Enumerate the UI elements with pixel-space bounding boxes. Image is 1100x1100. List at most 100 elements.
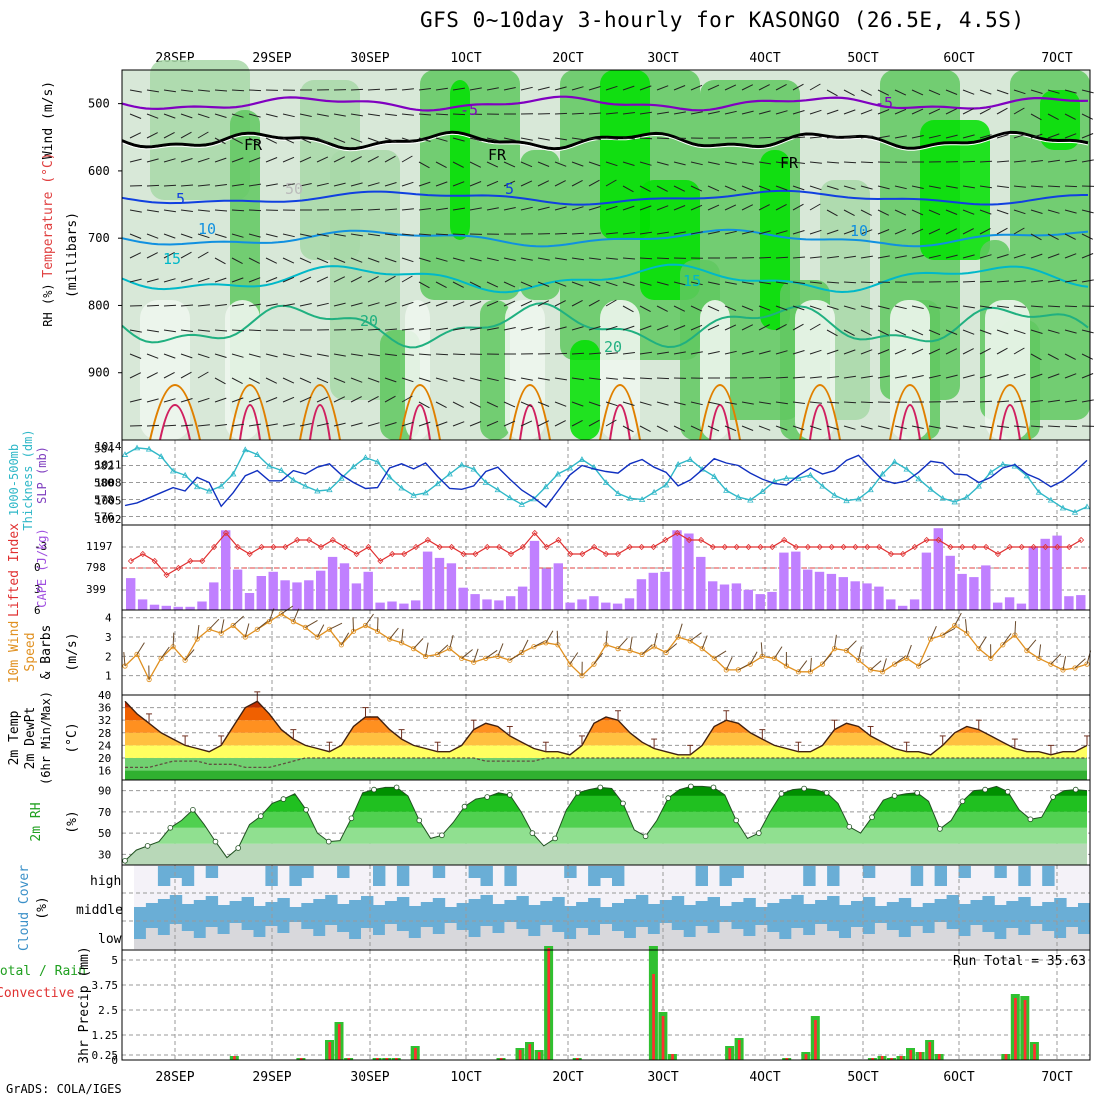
rh-point	[303, 806, 309, 813]
wind-barb	[401, 421, 414, 427]
wind-barb	[418, 353, 432, 356]
li-point	[306, 536, 313, 544]
wind-barb	[843, 185, 856, 190]
wind-barb	[673, 401, 686, 406]
rh-dry-column	[985, 300, 1030, 440]
wind-barb	[605, 401, 618, 407]
wind-barb	[265, 303, 278, 307]
wind-barb	[809, 305, 822, 311]
wind-barb	[622, 257, 636, 260]
wind-barb	[1047, 185, 1061, 188]
cape-bar	[826, 573, 837, 610]
wind-barb	[503, 87, 516, 91]
wind-barb	[622, 281, 635, 286]
cloud-middle-bar	[361, 896, 374, 921]
wind-barb	[996, 305, 1009, 308]
wind-barb	[605, 232, 618, 235]
wind-barb	[452, 281, 464, 288]
temp-band	[125, 732, 1087, 746]
wind-barb	[741, 324, 754, 331]
wind-barb	[554, 377, 567, 381]
wind-barb	[571, 419, 583, 427]
precip-conv-bar	[499, 1058, 503, 1060]
wind-barb	[418, 113, 432, 116]
cloud-low-bar	[253, 937, 266, 949]
date-label: 7OCT	[1041, 51, 1072, 66]
li-point	[507, 550, 515, 558]
cape-bar	[696, 556, 706, 610]
cloud-middle-bar	[313, 899, 326, 921]
cloud-high-bar	[480, 866, 493, 886]
cloud-low-bar	[145, 928, 159, 949]
wind-barb	[282, 276, 295, 283]
wind-barb	[741, 230, 754, 235]
wind-barb	[129, 353, 142, 359]
cloud-middle-bar	[815, 900, 828, 921]
wind-barb	[520, 401, 533, 408]
pressure-tick-label: 500	[88, 97, 110, 111]
wind-barb	[673, 205, 686, 211]
li-point	[412, 543, 420, 551]
precip-conv-bar	[671, 1054, 674, 1060]
precip-conv-bar	[518, 1050, 522, 1060]
rh-point	[823, 789, 830, 796]
wind-barb	[503, 300, 516, 307]
wind-barb	[163, 371, 175, 379]
li-point	[401, 550, 408, 558]
wind-barb	[350, 396, 362, 403]
cloud-low-bar	[1030, 924, 1043, 949]
wind-barb	[918, 657, 931, 667]
wind-speed-point	[567, 661, 573, 667]
wind-barb	[605, 85, 618, 91]
wind-barb	[1064, 133, 1077, 139]
cape-bar	[197, 601, 207, 610]
rh-point	[122, 857, 128, 864]
li-tick: 3	[34, 583, 41, 596]
axis-title-precip-total: Total / Rain	[0, 964, 86, 979]
wind-barb	[775, 136, 789, 139]
wind-barb	[622, 112, 635, 115]
wind-barb	[809, 425, 822, 431]
cloud-low-fill	[217, 921, 230, 934]
li-point	[899, 550, 906, 558]
slp-point	[711, 473, 718, 479]
wind-barb	[1030, 373, 1043, 379]
wind-speed-point	[278, 611, 284, 617]
cape-bar	[684, 533, 694, 610]
wind-barb	[979, 107, 991, 115]
wind-barb	[605, 112, 618, 115]
cloud-low-fill	[1078, 921, 1091, 934]
wind-barb	[486, 137, 499, 142]
li-point	[555, 536, 562, 544]
wind-barb	[449, 634, 454, 649]
contour-label: FR	[244, 136, 263, 154]
wind-barb	[690, 324, 703, 331]
wind-barb	[367, 233, 380, 237]
contour-label: 5	[176, 190, 185, 208]
wind-barb	[826, 281, 840, 284]
wind-barb	[860, 255, 873, 259]
cloud-low-bar	[612, 931, 625, 949]
wind-barb	[265, 113, 278, 118]
wind-barb	[1013, 253, 1026, 259]
wind-barb	[962, 280, 976, 283]
axis-title-slp: SLP (mb)	[35, 446, 49, 504]
wind-barb	[826, 256, 839, 259]
rh-point	[371, 786, 377, 793]
wind-barb	[673, 161, 686, 166]
wind-barb	[365, 613, 374, 626]
wind-barb	[299, 377, 312, 384]
li-point	[187, 557, 194, 565]
wind-barb	[773, 646, 783, 659]
wind-barb	[758, 350, 771, 355]
cloud-low-fill	[683, 921, 697, 937]
wind-barb	[367, 113, 380, 117]
cloud-low-bar	[874, 923, 888, 949]
contour-30	[239, 404, 261, 441]
cloud-middle-bar	[1066, 907, 1079, 921]
wind-barb	[333, 156, 346, 163]
wind-barb	[639, 137, 653, 140]
wind-barb	[1081, 279, 1094, 283]
slp-point	[290, 476, 297, 483]
pressure-tick-label: 900	[88, 366, 110, 380]
